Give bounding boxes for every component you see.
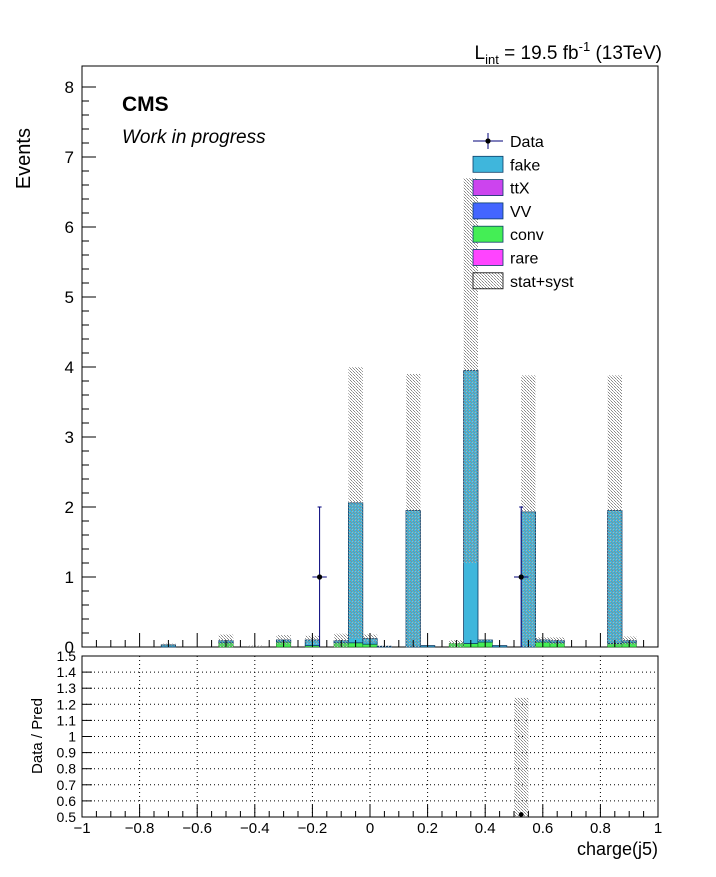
x-tick-label-4: −0.2 <box>298 820 328 837</box>
main-ytick-label-2: 2 <box>65 498 74 517</box>
ratio-uncertainty <box>514 697 529 817</box>
main-ytick-label-5: 5 <box>65 288 74 307</box>
ratio-ytick-label-9: 1.4 <box>57 664 77 680</box>
ratio-points <box>518 812 524 817</box>
legend-swatch-fake <box>472 155 504 173</box>
x-tick-label-2: −0.6 <box>182 820 212 837</box>
x-axis: −1 −0.8 −0.6 −0.4 −0.2 0 0.2 0.4 0.6 0.8 1 <box>73 805 662 837</box>
legend-label-rare: rare <box>510 251 539 268</box>
luminosity-label: Lint = 19.5 fb-1 (13TeV) <box>475 39 662 67</box>
main-y-axis-label: Events <box>13 128 35 189</box>
ratio-grid <box>82 656 658 817</box>
ratio-ytick-label-0: 0.5 <box>57 809 77 825</box>
main-frame <box>81 65 659 648</box>
legend-swatch-rare <box>472 249 504 266</box>
main-x-ticks <box>81 633 659 647</box>
data-point-0 <box>317 574 323 580</box>
main-uncertainty <box>161 178 637 647</box>
ratio-ytick-label-1: 0.6 <box>57 793 77 809</box>
legend-swatch-conv <box>472 225 504 243</box>
main-y-axis: 0 1 2 3 4 5 6 7 8 <box>65 78 96 657</box>
x-tick-label-1: −0.8 <box>125 820 155 837</box>
x-tick-label-5: 0 <box>366 820 374 837</box>
ratio-ytick-label-8: 1.3 <box>57 680 77 696</box>
legend-swatch-VV <box>472 202 504 220</box>
legend-swatch-stat+syst <box>472 272 504 290</box>
legend-label-stat+syst: stat+syst <box>510 274 574 291</box>
legend-marker-dot <box>485 138 491 144</box>
unc-band-9 <box>406 374 421 647</box>
legend-label-Data: Data <box>510 134 544 151</box>
ratio-unc-band-0 <box>514 697 529 817</box>
status-label: Work in progress <box>122 127 266 148</box>
ratio-ytick-label-7: 1.2 <box>57 696 77 712</box>
x-tick-label-6: 0.2 <box>417 820 438 837</box>
legend: Data fake ttX VV conv rare stat+syst <box>472 133 574 291</box>
main-ytick-label-8: 8 <box>65 78 74 97</box>
ratio-point-0 <box>518 812 524 817</box>
experiment-label: CMS <box>122 93 169 116</box>
unc-band-15 <box>521 375 536 647</box>
x-tick-label-3: −0.4 <box>240 820 270 837</box>
x-tick-label-0: −1 <box>73 820 90 837</box>
main-panel: 0 1 2 3 4 5 6 7 8 Events CMS Work in progress Da… <box>13 65 659 657</box>
ratio-panel: 0.50.60.70.80.911.11.21.31.41.5 −1 −0.8 −0… <box>29 648 662 859</box>
ratio-y-axis: 0.50.60.70.80.911.11.21.31.41.5 <box>57 648 92 825</box>
main-ytick-label-3: 3 <box>65 428 74 447</box>
unc-band-18 <box>607 375 622 646</box>
x-axis-label: charge(j5) <box>577 839 658 859</box>
main-ytick-label-1: 1 <box>65 568 74 587</box>
data-point-1 <box>518 574 524 580</box>
main-ytick-label-6: 6 <box>65 218 74 237</box>
ratio-ytick-label-3: 0.8 <box>57 761 77 777</box>
main-bars <box>160 370 637 648</box>
x-tick-label-10: 1 <box>654 820 662 837</box>
x-tick-label-9: 0.8 <box>590 820 611 837</box>
ratio-ytick-label-10: 1.5 <box>57 648 77 664</box>
ratio-y-axis-label: Data / Pred <box>29 698 46 774</box>
main-data-points <box>312 506 529 647</box>
legend-label-ttX: ttX <box>510 181 530 198</box>
x-tick-label-7: 0.4 <box>475 820 496 837</box>
ratio-ytick-label-6: 1.1 <box>57 712 77 728</box>
unc-band-6 <box>348 367 363 639</box>
main-ytick-label-4: 4 <box>65 358 74 377</box>
ratio-ytick-label-4: 0.9 <box>57 745 77 761</box>
ratio-ytick-label-2: 0.7 <box>57 777 77 793</box>
legend-swatch-ttX <box>472 179 504 197</box>
legend-label-VV: VV <box>510 204 532 221</box>
main-ytick-label-0: 0 <box>65 638 74 657</box>
legend-label-conv: conv <box>510 227 544 244</box>
ratio-ytick-label-5: 1 <box>68 729 76 745</box>
main-ytick-label-7: 7 <box>65 148 74 167</box>
legend-label-fake: fake <box>510 157 540 174</box>
x-tick-label-8: 0.6 <box>532 820 553 837</box>
